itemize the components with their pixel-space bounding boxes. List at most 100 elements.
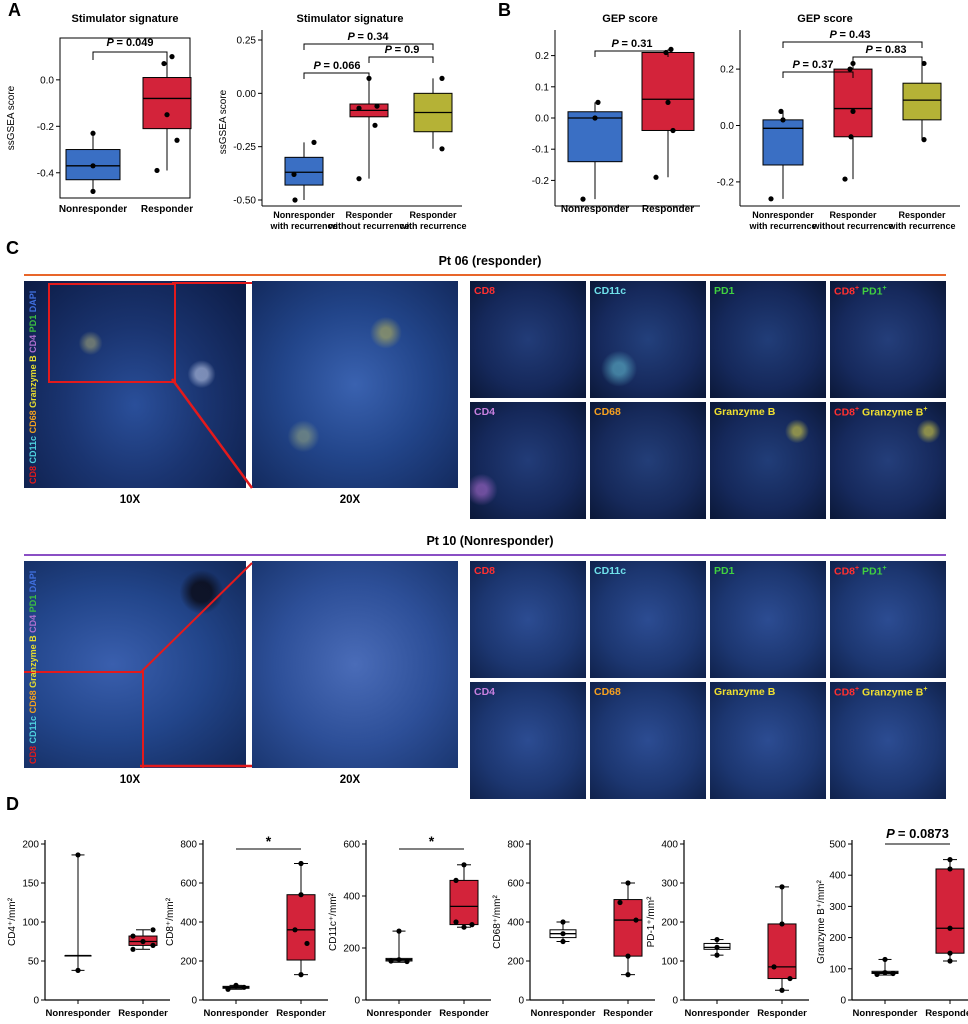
d2-box-responder-point	[298, 972, 304, 978]
pt06-tile-cd4: CD4	[470, 402, 586, 519]
a1-tick-label: 0.0	[40, 75, 54, 86]
d4-box-responder-point	[625, 880, 631, 886]
a2-pvalue-2: P = 0.066	[313, 60, 360, 72]
b2-tick-label: 0.0	[720, 121, 734, 132]
d1-xlabel-0: Nonresponder	[46, 1008, 111, 1019]
d1-box-responder-point	[150, 942, 156, 949]
d4-box-responder-point	[625, 972, 631, 978]
d6-tick-label: 200	[829, 933, 846, 944]
b2-pvalue-1: P = 0.43	[830, 29, 871, 41]
b1-tick-label: 0.0	[535, 114, 549, 125]
a1-xlabel-0: Nonresponder	[59, 204, 127, 215]
d3-xlabel-0: Nonresponder	[367, 1008, 432, 1019]
d1-box-responder-point	[140, 938, 146, 945]
d6-ylabel: Granzyme B⁺/mm²	[816, 880, 827, 964]
panel-letter-a: A	[8, 0, 21, 20]
pt10-tile-granzyme-b: Granzyme B	[710, 682, 826, 799]
d5-tick-label: 300	[661, 879, 678, 890]
d5-box-responder-point	[779, 884, 785, 890]
b1-box-responder-box	[641, 51, 695, 131]
a1-box-responder-point	[169, 54, 175, 60]
d2-tick-label: 400	[180, 918, 197, 929]
b1-tick-label: -0.1	[532, 145, 550, 156]
b2-box-responder-rec-point	[921, 60, 927, 67]
a2-box-nonresponder-point	[291, 171, 297, 177]
d6-xlabel-1: Responder	[925, 1008, 968, 1019]
d4-box-nonresponder-point	[560, 919, 566, 925]
a1-box-responder-point	[154, 167, 160, 174]
b1-box-responder-point	[665, 99, 671, 105]
d1-tick-label: 100	[22, 918, 39, 929]
d5-tick-label: 200	[661, 918, 678, 929]
d4-box-responder-point	[633, 917, 639, 923]
d4-box-nonresponder-point	[560, 931, 566, 937]
d4-tick-label: 600	[507, 879, 524, 890]
d1-ylabel: CD4⁺/mm²	[7, 897, 18, 946]
d5-box-responder-point	[787, 975, 793, 982]
pt06-tile-granzyme-b: Granzyme B	[710, 402, 826, 519]
pt10-10x-label: 10X	[119, 774, 141, 786]
d3-box-responder-point	[453, 919, 459, 925]
d3-star: *	[429, 833, 435, 849]
d3-box-nonresponder-point	[396, 928, 402, 934]
pt10-tile-pd1: PD1	[710, 561, 826, 678]
a2-bracket-3	[368, 56, 434, 63]
a1-title: Stimulator signature	[72, 13, 179, 25]
b2-box-responder-norec-point	[842, 176, 848, 182]
d2-box-nonresponder-point	[233, 982, 239, 988]
b2-box-nonresponder-box	[762, 119, 804, 166]
d4-ylabel: CD68⁺/mm²	[492, 895, 503, 949]
d5-tick-label: 100	[661, 957, 678, 968]
a2-xlabel-0-b: with recurrence	[269, 221, 337, 231]
a2-xlabel-2-a: Responder	[409, 210, 457, 220]
pt06-20x-label: 20X	[339, 494, 361, 506]
d2-xlabel-1: Responder	[276, 1008, 326, 1019]
d4-tick-label: 400	[507, 918, 524, 929]
a2-box-responder-norec-point	[374, 103, 380, 109]
d2-tick-label: 800	[180, 840, 197, 851]
b1-box-responder-point	[670, 127, 676, 134]
b2-pvalue-3: P = 0.83	[866, 44, 907, 56]
b2-box-nonresponder-point	[768, 196, 774, 202]
b1-box-nonresponder-point	[595, 99, 601, 105]
pt06-title: Pt 06 (responder)	[438, 254, 542, 268]
d6-tick-label: 400	[829, 871, 846, 882]
d6-box-responder-box	[935, 868, 965, 954]
b2-xlabel-2-a: Responder	[898, 210, 946, 220]
d5-ylabel: PD-1⁺/mm²	[646, 896, 657, 948]
d3-box-responder-point	[461, 862, 467, 868]
b1-pvalue: P = 0.31	[612, 38, 653, 50]
d2-ylabel: CD8⁺/mm²	[165, 897, 176, 946]
d6-pvalue: P = 0.0873	[886, 826, 949, 841]
d5-box-responder-box	[767, 923, 797, 980]
pt10-title: Pt 10 (Nonresponder)	[426, 534, 554, 548]
b2-xlabel-0-b: with recurrence	[748, 221, 816, 231]
d3-tick-label: 0	[354, 996, 360, 1007]
d1-tick-label: 150	[22, 879, 39, 890]
pt06-10x-label: 10X	[119, 494, 141, 506]
b2-bracket-1	[782, 41, 923, 48]
a2-tick-label: 0.00	[237, 89, 257, 100]
d6-box-nonresponder-point	[882, 969, 888, 976]
b2-box-responder-norec-point	[848, 134, 854, 140]
b1-tick-label: 0.1	[535, 82, 549, 93]
d6-tick-label: 0	[840, 996, 846, 1007]
b2-box-responder-norec-point	[847, 66, 853, 72]
pt10-zoom-box	[24, 671, 144, 768]
d5-box-nonresponder-point	[714, 936, 720, 943]
b2-box-nonresponder-point	[780, 117, 786, 123]
pt10-tile-cd11c: CD11c	[590, 561, 706, 678]
b2-box-responder-rec-point	[921, 137, 927, 143]
b1-tick-label: 0.2	[535, 51, 549, 62]
d6-xlabel-0: Nonresponder	[853, 1008, 918, 1019]
b2-xlabel-1-b: without recurrence	[811, 221, 893, 231]
d4-tick-label: 0	[518, 996, 524, 1007]
b1-xlabel-1: Responder	[642, 204, 694, 215]
b1-bracket	[594, 50, 669, 57]
d3-box-responder-point	[469, 922, 475, 928]
a1-box-nonresponder-point	[90, 188, 96, 194]
d6-tick-label: 100	[829, 964, 846, 975]
a1-box-responder-point	[174, 137, 180, 143]
a1-box-nonresponder-point	[90, 130, 96, 136]
pt06-tile-cd8-pd1: CD8+ PD1+	[830, 281, 946, 398]
